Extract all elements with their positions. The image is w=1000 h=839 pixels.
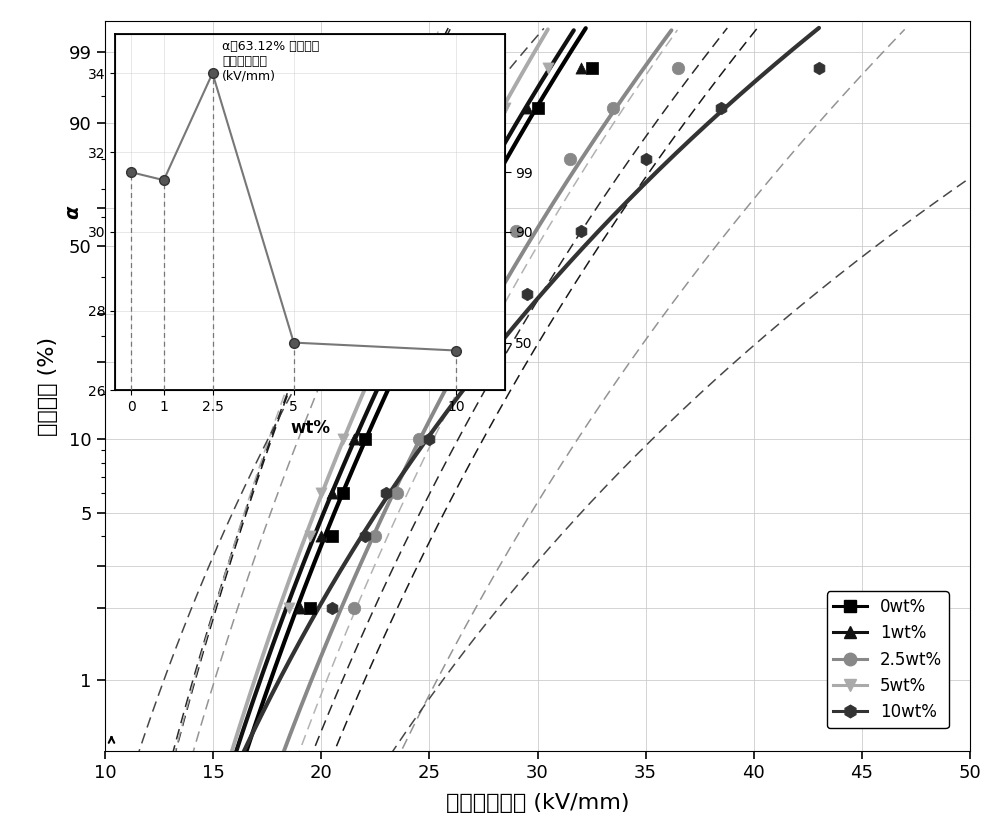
Point <box>281 602 297 615</box>
Point <box>356 367 372 381</box>
Point <box>670 62 686 76</box>
Point <box>421 432 437 446</box>
Point <box>378 487 394 500</box>
Point <box>540 62 556 76</box>
Point <box>530 102 546 115</box>
Point <box>367 529 383 543</box>
Text: α：63.12% 击穿概率
交流击穿场强
(kV/mm): α：63.12% 击穿概率 交流击穿场强 (kV/mm) <box>222 39 320 82</box>
Point <box>346 432 362 446</box>
Point <box>497 102 513 115</box>
Point <box>356 529 372 543</box>
Point <box>562 153 578 166</box>
Point <box>313 529 329 543</box>
Point <box>454 153 470 166</box>
Point <box>584 62 600 76</box>
Point <box>335 432 351 446</box>
Point <box>519 288 535 301</box>
Point <box>519 102 535 115</box>
Point <box>421 225 437 238</box>
Point <box>811 62 827 76</box>
Point <box>324 529 340 543</box>
Point <box>400 288 416 301</box>
Point <box>411 288 427 301</box>
Point <box>378 367 394 381</box>
Point <box>605 102 621 115</box>
Point <box>324 602 340 615</box>
Point <box>367 367 383 381</box>
X-axis label: wt%: wt% <box>290 420 330 437</box>
Point <box>346 602 362 615</box>
Point <box>324 487 340 500</box>
Point <box>508 225 524 238</box>
Point <box>411 432 427 446</box>
Point <box>573 225 589 238</box>
Point <box>335 487 351 500</box>
Y-axis label: α: α <box>63 206 82 218</box>
Point <box>486 153 502 166</box>
Y-axis label: 击穿概率 (%): 击穿概率 (%) <box>38 336 58 435</box>
Point <box>302 529 318 543</box>
Point <box>292 602 308 615</box>
Point <box>302 602 318 615</box>
Point <box>313 487 329 500</box>
Point <box>713 102 729 115</box>
Point <box>443 367 459 381</box>
Point <box>443 225 459 238</box>
Point <box>389 487 405 500</box>
Point <box>475 288 491 301</box>
Legend: 0wt%, 1wt%, 2.5wt%, 5wt%, 10wt%: 0wt%, 1wt%, 2.5wt%, 5wt%, 10wt% <box>827 591 949 728</box>
Point <box>432 225 448 238</box>
Point <box>465 367 481 381</box>
Point <box>389 288 405 301</box>
Point <box>573 62 589 76</box>
X-axis label: 交流击穿场强 (kV/mm): 交流击穿场强 (kV/mm) <box>446 793 629 813</box>
Point <box>356 432 372 446</box>
Point <box>475 153 491 166</box>
Point <box>638 153 654 166</box>
